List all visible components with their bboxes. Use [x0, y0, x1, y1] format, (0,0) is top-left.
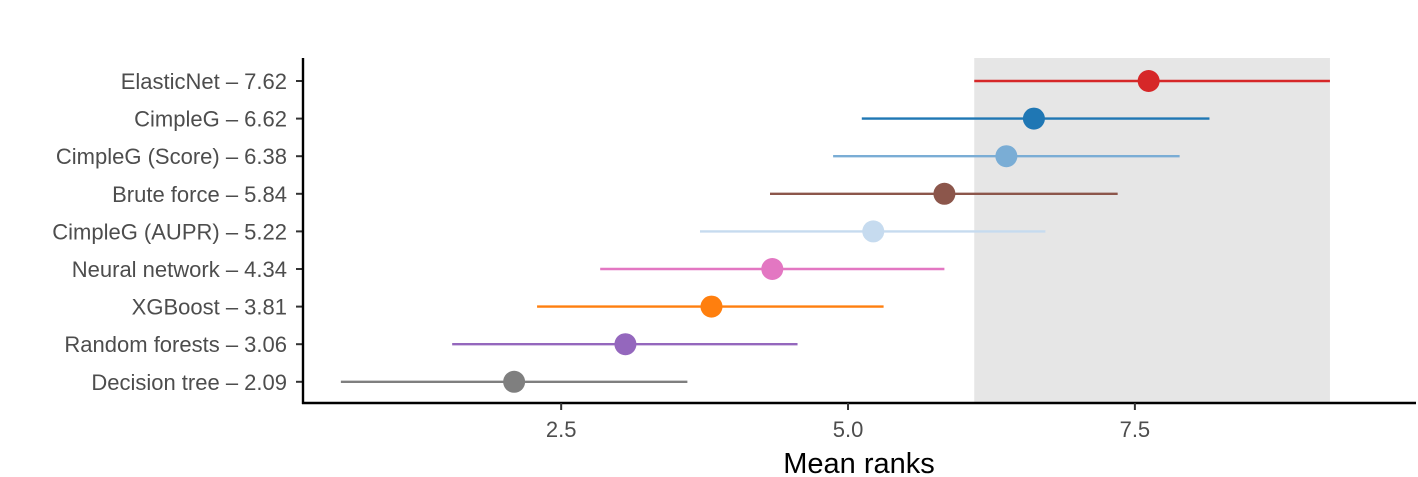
mean-point: [862, 220, 885, 243]
category-label: Brute force – 5.84: [112, 182, 287, 207]
mean-point: [995, 145, 1018, 168]
x-axis-title: Mean ranks: [783, 448, 935, 477]
points: [503, 70, 1160, 393]
x-tick-label: 2.5: [546, 417, 577, 442]
mean-point: [761, 258, 784, 280]
category-label: CimpleG (AUPR) – 5.22: [52, 219, 287, 244]
mean-point: [614, 333, 637, 356]
category-label: CimpleG (Score) – 6.38: [56, 144, 287, 169]
mean-point: [1137, 70, 1160, 92]
mean-point: [1022, 107, 1045, 130]
x-tick-label: 7.5: [1120, 417, 1151, 442]
category-label: Neural network – 4.34: [72, 257, 287, 282]
category-label: Decision tree – 2.09: [91, 370, 287, 395]
mean-point: [700, 295, 723, 318]
category-label: CimpleG – 6.62: [134, 107, 287, 132]
mean-point: [933, 182, 956, 205]
category-labels: ElasticNet – 7.62 CimpleG – 6.62 CimpleG (…: [52, 69, 287, 395]
mean-point: [503, 370, 526, 393]
axes: 2.5 5.0 7.5: [296, 58, 1416, 442]
category-label: ElasticNet – 7.62: [121, 69, 287, 94]
category-label: XGBoost – 3.81: [132, 295, 287, 320]
x-tick-label: 5.0: [833, 417, 864, 442]
category-label: Random forests – 3.06: [64, 332, 287, 357]
